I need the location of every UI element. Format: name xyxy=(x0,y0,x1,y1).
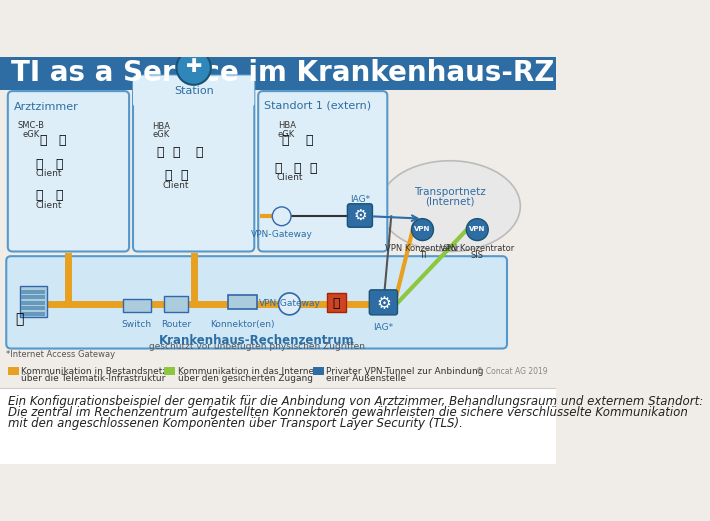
Text: HBA: HBA xyxy=(153,122,170,131)
Text: VPN Konzentrator: VPN Konzentrator xyxy=(386,244,459,253)
Circle shape xyxy=(466,219,488,241)
Bar xyxy=(123,299,151,312)
FancyBboxPatch shape xyxy=(347,204,373,227)
Bar xyxy=(20,286,47,317)
Text: TI: TI xyxy=(419,251,426,260)
Text: VPN Konzentrator: VPN Konzentrator xyxy=(440,244,515,253)
Text: HBA: HBA xyxy=(278,121,296,130)
Text: VPN: VPN xyxy=(415,226,431,232)
Bar xyxy=(229,295,256,309)
Text: 👤: 👤 xyxy=(39,134,47,147)
Text: Switch: Switch xyxy=(122,319,152,329)
Text: Standort 1 (extern): Standort 1 (extern) xyxy=(264,101,371,110)
Bar xyxy=(21,295,45,299)
Text: 🖥: 🖥 xyxy=(180,169,187,182)
Text: ⚙: ⚙ xyxy=(353,208,367,223)
Text: eGK: eGK xyxy=(153,130,170,139)
Text: 🖥: 🖥 xyxy=(55,189,62,202)
Text: Konnektor(en): Konnektor(en) xyxy=(210,319,275,329)
Text: 👤: 👤 xyxy=(310,162,317,175)
FancyBboxPatch shape xyxy=(133,76,254,252)
Text: mit den angeschlossenen Komponenten über Transport Layer Security (TLS).: mit den angeschlossenen Komponenten über… xyxy=(8,417,463,430)
Bar xyxy=(0,90,555,388)
FancyBboxPatch shape xyxy=(133,76,254,107)
Text: Kommunikation in das Internet: Kommunikation in das Internet xyxy=(178,366,317,376)
Text: © Concat AG 2019: © Concat AG 2019 xyxy=(476,367,547,377)
Text: VPN-Gateway: VPN-Gateway xyxy=(258,299,320,308)
Text: 👤: 👤 xyxy=(305,134,313,147)
Text: SMC-B: SMC-B xyxy=(18,121,45,130)
Bar xyxy=(21,301,45,305)
Text: 👤: 👤 xyxy=(196,146,203,159)
Text: 👤: 👤 xyxy=(157,146,164,159)
Text: 👤: 👤 xyxy=(173,146,180,159)
Text: VPN-Gateway: VPN-Gateway xyxy=(251,230,312,239)
Text: 🔥: 🔥 xyxy=(333,297,340,311)
Text: Die zentral im Rechenzentrum aufgestellten Konnektoren gewährleisten die sichere: Die zentral im Rechenzentrum aufgestellt… xyxy=(8,406,688,419)
Text: Arztzimmer: Arztzimmer xyxy=(14,102,79,112)
Text: SIS: SIS xyxy=(471,251,484,260)
Text: Client: Client xyxy=(36,169,62,178)
Text: Client: Client xyxy=(163,181,190,190)
Text: 🖨: 🖨 xyxy=(59,134,66,147)
Text: IAG*: IAG* xyxy=(373,322,393,332)
Text: *Internet Access Gateway: *Internet Access Gateway xyxy=(6,350,116,359)
Text: 👤: 👤 xyxy=(36,189,43,202)
Bar xyxy=(21,290,45,294)
Text: 👤: 👤 xyxy=(282,134,290,147)
Text: 🖥: 🖥 xyxy=(165,169,172,182)
Ellipse shape xyxy=(379,161,520,252)
Text: VPN: VPN xyxy=(469,226,486,232)
Circle shape xyxy=(273,207,291,226)
Text: Kommunikation in Bestandsnetze: Kommunikation in Bestandsnetze xyxy=(21,366,173,376)
Text: ✚: ✚ xyxy=(185,57,202,77)
Text: ⚙: ⚙ xyxy=(376,295,390,313)
Text: 🔒: 🔒 xyxy=(16,313,23,327)
Text: eGK: eGK xyxy=(23,130,40,139)
Text: Privater VPN-Tunnel zur Anbindung: Privater VPN-Tunnel zur Anbindung xyxy=(327,366,484,376)
Text: Client: Client xyxy=(36,201,62,209)
FancyBboxPatch shape xyxy=(258,91,387,252)
Text: Transportnetz: Transportnetz xyxy=(414,187,486,197)
Text: eGK: eGK xyxy=(278,130,295,139)
FancyBboxPatch shape xyxy=(369,290,398,315)
Text: über die Telematik-Infrastruktur: über die Telematik-Infrastruktur xyxy=(21,375,165,383)
Text: Router: Router xyxy=(161,319,191,329)
Text: Ein Konfigurationsbeispiel der gematik für die Anbindung von Arztzimmer, Behandl: Ein Konfigurationsbeispiel der gematik f… xyxy=(8,395,703,408)
Text: Client: Client xyxy=(276,173,302,182)
Circle shape xyxy=(412,219,434,241)
Text: 🖥: 🖥 xyxy=(293,162,301,175)
Text: IAG*: IAG* xyxy=(350,195,370,204)
Text: 🖥: 🖥 xyxy=(55,158,62,170)
Text: einer Außenstelle: einer Außenstelle xyxy=(327,375,406,383)
Text: Station: Station xyxy=(174,86,214,96)
Bar xyxy=(21,306,45,310)
Circle shape xyxy=(177,51,211,85)
FancyBboxPatch shape xyxy=(0,57,555,90)
FancyBboxPatch shape xyxy=(6,256,507,349)
Text: geschützt vor unbefugten physischen Zugriffen: geschützt vor unbefugten physischen Zugr… xyxy=(148,342,365,351)
Bar xyxy=(21,312,45,316)
Text: 🖥: 🖥 xyxy=(274,162,281,175)
Bar xyxy=(164,367,175,375)
Text: über den gesicherten Zugang: über den gesicherten Zugang xyxy=(178,375,312,383)
Text: TI as a Service im Krankenhaus-RZ: TI as a Service im Krankenhaus-RZ xyxy=(11,59,555,87)
Bar xyxy=(313,367,324,375)
Bar xyxy=(164,296,187,312)
Circle shape xyxy=(278,293,300,315)
Text: 👤: 👤 xyxy=(36,158,43,170)
Bar xyxy=(0,388,555,464)
Bar xyxy=(8,367,18,375)
Text: (Internet): (Internet) xyxy=(425,196,475,206)
Text: Krankenhaus-Rechenzentrum: Krankenhaus-Rechenzentrum xyxy=(159,334,354,348)
Bar xyxy=(327,293,346,312)
FancyBboxPatch shape xyxy=(8,91,129,252)
